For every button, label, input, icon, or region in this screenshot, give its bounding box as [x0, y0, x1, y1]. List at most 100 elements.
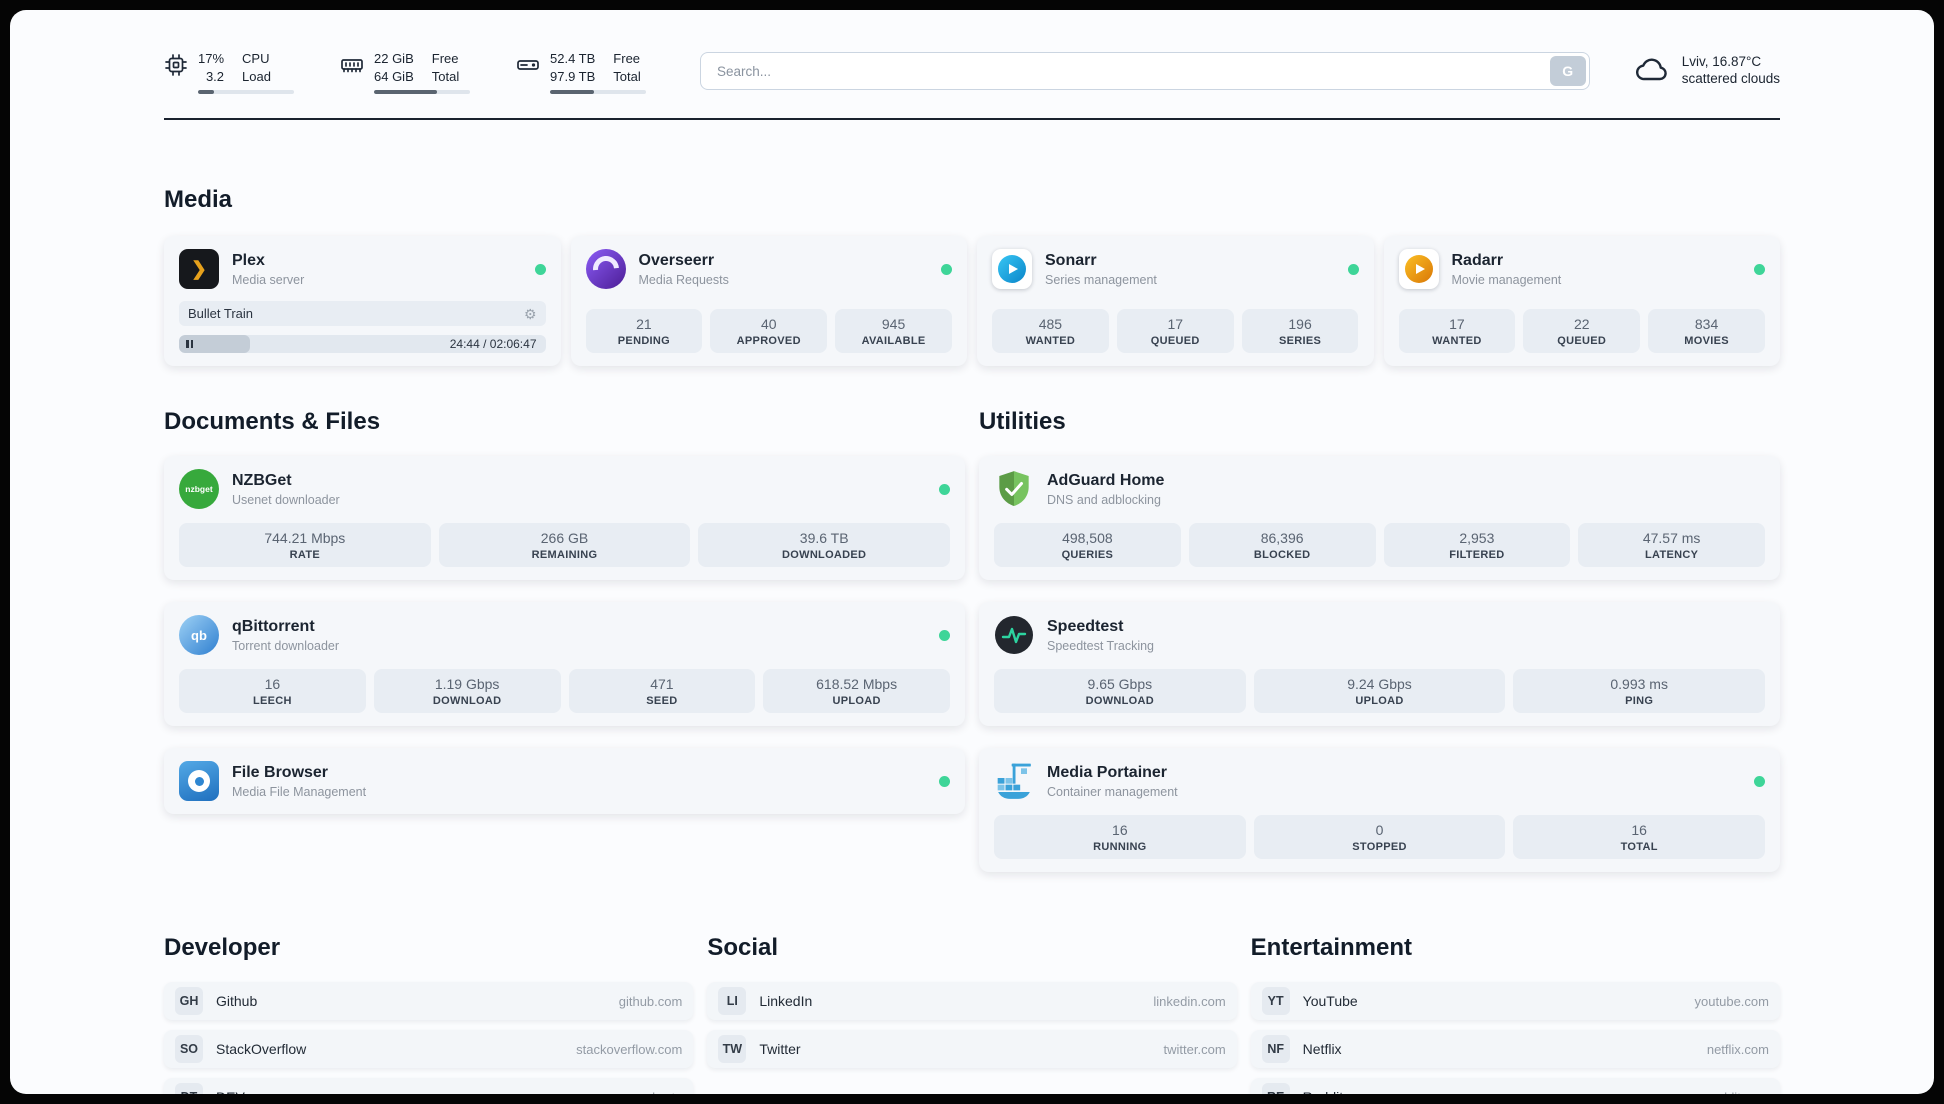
portainer-icon [994, 761, 1034, 801]
portainer-card[interactable]: Media Portainer Container management 16 … [979, 748, 1780, 873]
bookmark-name: Reddit [1303, 1089, 1343, 1094]
status-dot [534, 263, 546, 275]
bookmark-url: twitter.com [1163, 1041, 1226, 1057]
pause-icon[interactable] [186, 340, 193, 349]
stat-value: 471 [650, 675, 674, 692]
app-name: Speedtest [1047, 617, 1124, 635]
status-dot [1754, 775, 1765, 787]
status-dot [939, 775, 950, 787]
disk-free-value: 52.4 TB [550, 51, 596, 66]
stat-label: RUNNING [1093, 840, 1147, 853]
now-playing-title: Bullet Train [188, 306, 254, 322]
ram-icon [341, 59, 363, 73]
stat-label: RATE [289, 548, 320, 561]
bookmark-github[interactable]: GH Github github.com [164, 982, 694, 1021]
stat-label: SERIES [1278, 334, 1322, 347]
bookmark-name: StackOverflow [216, 1041, 307, 1058]
stat-label: REMAINING [531, 548, 598, 561]
netflix-icon: NF [1261, 1035, 1290, 1064]
app-name: File Browser [232, 763, 329, 781]
stat-value: 196 [1288, 315, 1312, 332]
dashboard-page: 17% 3.2 CPU Load 22 GiB [10, 10, 1934, 1094]
reddit-icon: RE [1261, 1083, 1290, 1094]
status-dot [1347, 263, 1359, 275]
linkedin-icon: LI [718, 987, 747, 1016]
stat-label: WANTED [1432, 334, 1482, 347]
status-dot [941, 263, 952, 275]
stat-label: LEECH [252, 694, 292, 707]
stat-label: DOWNLOADED [782, 548, 867, 561]
stat-wanted: 485 WANTED [992, 309, 1109, 354]
stat-label: QUEUED [1150, 334, 1200, 347]
bookmark-url: linkedin.com [1153, 993, 1226, 1009]
app-name: AdGuard Home [1047, 471, 1165, 489]
stat-ping: 0.993 ms PING [1513, 669, 1766, 714]
app-desc: Series management [1045, 272, 1157, 287]
stat-filtered: 2,953 FILTERED [1383, 523, 1571, 568]
social-section-title: Social [707, 934, 779, 962]
adguard-card[interactable]: AdGuard Home DNS and adblocking 498,508 … [979, 456, 1780, 581]
search-input[interactable] [700, 52, 1590, 90]
speedtest-icon [994, 615, 1034, 655]
bookmark-dev[interactable]: DT DEV dev.to [164, 1078, 694, 1094]
header-divider [164, 118, 1780, 121]
documents-section-title: Documents & Files [164, 408, 381, 436]
ram-total-value: 64 GiB [374, 68, 414, 84]
qbittorrent-card[interactable]: qb qBittorrent Torrent downloader 16 LEE… [164, 602, 965, 727]
app-desc: Torrent downloader [232, 638, 340, 653]
stat-value: 1.19 Gbps [434, 675, 500, 692]
app-desc: Media server [232, 272, 305, 287]
bookmark-twitter[interactable]: TW Twitter twitter.com [707, 1030, 1237, 1069]
plex-card[interactable]: Plex Media server Bullet Train 24:44 [164, 236, 561, 367]
bookmark-youtube[interactable]: YT YouTube youtube.com [1250, 982, 1780, 1021]
stat-rate: 744.21 Mbps RATE [179, 523, 431, 568]
status-dot [1754, 263, 1765, 275]
entertainment-section: Entertainment YT YouTube youtube.com NF … [1250, 934, 1780, 1094]
ram-label-2: Total [431, 68, 460, 84]
bookmark-name: Github [216, 993, 258, 1010]
stat-value: 21 [636, 315, 652, 332]
app-name: Overseerr [638, 251, 715, 269]
playback-progress[interactable]: 24:44 / 02:06:47 [179, 335, 546, 354]
stat-value: 86,396 [1260, 529, 1304, 546]
stat-value: 16 [1112, 821, 1128, 838]
dev-icon: DT [175, 1083, 203, 1094]
stat-value: 9.65 Gbps [1087, 675, 1153, 692]
app-desc: Media File Management [232, 784, 367, 799]
bookmark-reddit[interactable]: RE Reddit reddit.com [1250, 1078, 1780, 1094]
stat-download: 9.65 Gbps DOWNLOAD [994, 669, 1246, 714]
stat-label: PING [1625, 694, 1654, 707]
stat-movies: 834 MOVIES [1648, 309, 1765, 354]
bookmark-url: youtube.com [1694, 993, 1769, 1009]
cpu-usage-value: 17% [198, 51, 225, 66]
app-name: Media Portainer [1047, 763, 1168, 781]
filebrowser-card[interactable]: File Browser Media File Management [164, 748, 965, 815]
bookmark-stackoverflow[interactable]: SO StackOverflow stackoverflow.com [164, 1030, 694, 1069]
disk-icon [517, 60, 539, 70]
disk-progress-bar [550, 90, 646, 95]
stat-series: 196 SERIES [1241, 309, 1359, 354]
cloud-icon [1635, 58, 1667, 81]
bookmark-netflix[interactable]: NF Netflix netflix.com [1250, 1030, 1780, 1069]
stat-label: PENDING [617, 334, 671, 347]
stat-value: 618.52 Mbps [816, 675, 898, 692]
stat-downloaded: 39.6 TB DOWNLOADED [698, 523, 951, 568]
sonarr-card[interactable]: Sonarr Series management 485 WANTED 17 Q… [977, 236, 1374, 367]
stat-value: 47.57 ms [1642, 529, 1701, 546]
weather-location: Lviv, 16.87°C [1681, 54, 1762, 69]
stat-approved: 40 APPROVED [710, 309, 828, 354]
overseerr-card[interactable]: Overseerr Media Requests 21 PENDING 40 A… [570, 236, 967, 367]
stat-leech: 16 LEECH [179, 669, 366, 714]
bookmark-linkedin[interactable]: LI LinkedIn linkedin.com [707, 982, 1237, 1021]
app-name: NZBGet [232, 471, 292, 489]
radarr-card[interactable]: Radarr Movie management 17 WANTED 22 QUE… [1383, 236, 1780, 367]
disk-label: Free [613, 51, 641, 66]
stat-running: 16 RUNNING [994, 815, 1246, 860]
nzbget-card[interactable]: nzbget NZBGet Usenet downloader 744.21 M… [164, 456, 965, 581]
stat-value: 9.24 Gbps [1347, 675, 1412, 692]
speedtest-card[interactable]: Speedtest Speedtest Tracking 9.65 Gbps D… [979, 602, 1780, 727]
gear-icon[interactable] [524, 307, 537, 321]
search-engine-button[interactable]: G [1549, 56, 1586, 86]
cpu-label: CPU [242, 51, 270, 66]
